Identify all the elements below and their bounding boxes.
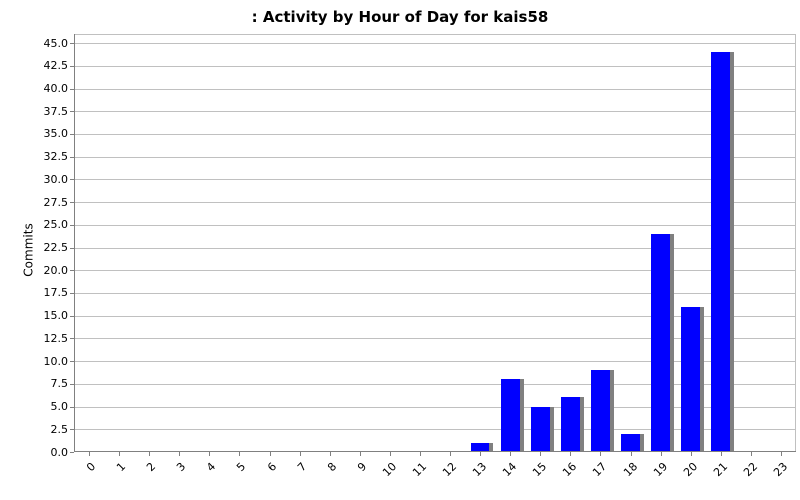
xtick-label: 17 [572, 460, 609, 497]
chart-title: : Activity by Hour of Day for kais58 [0, 8, 800, 26]
y-axis-line [74, 34, 75, 452]
xtick-label: 16 [542, 460, 579, 497]
ytick-label: 0.0 [28, 446, 68, 459]
ytick-label: 15.0 [28, 309, 68, 322]
gridline [74, 157, 796, 158]
xtick-mark [570, 452, 571, 456]
xtick-label: 23 [753, 460, 790, 497]
gridline [74, 248, 796, 249]
gridline [74, 179, 796, 180]
title-text: Activity by Hour of Day for kais58 [263, 8, 548, 26]
bar [711, 52, 730, 452]
ytick-label: 22.5 [28, 241, 68, 254]
ytick-label: 27.5 [28, 196, 68, 209]
xtick-label: 18 [602, 460, 639, 497]
bar [591, 370, 610, 452]
xtick-mark [480, 452, 481, 456]
gridline [74, 66, 796, 67]
xtick-label: 12 [422, 460, 459, 497]
xtick-label: 10 [362, 460, 399, 497]
bar [651, 234, 670, 452]
ytick-label: 45.0 [28, 37, 68, 50]
ytick-label: 20.0 [28, 264, 68, 277]
xtick-mark [721, 452, 722, 456]
xtick-label: 11 [392, 460, 429, 497]
xtick-mark [450, 452, 451, 456]
xtick-label: 1 [91, 460, 128, 497]
x-axis-line [74, 451, 796, 452]
xtick-mark [781, 452, 782, 456]
ytick-label: 42.5 [28, 59, 68, 72]
xtick-mark [510, 452, 511, 456]
xtick-label: 13 [452, 460, 489, 497]
gridline [74, 89, 796, 90]
xtick-mark [149, 452, 150, 456]
xtick-label: 22 [723, 460, 760, 497]
ytick-label: 7.5 [28, 377, 68, 390]
ytick-label: 25.0 [28, 218, 68, 231]
ytick-label: 17.5 [28, 286, 68, 299]
xtick-label: 8 [301, 460, 338, 497]
xtick-mark [360, 452, 361, 456]
bar [681, 307, 700, 452]
xtick-label: 20 [662, 460, 699, 497]
xtick-mark [300, 452, 301, 456]
ytick-label: 10.0 [28, 355, 68, 368]
xtick-label: 7 [271, 460, 308, 497]
xtick-mark [89, 452, 90, 456]
xtick-mark [600, 452, 601, 456]
xtick-label: 2 [121, 460, 158, 497]
gridline [74, 134, 796, 135]
xtick-label: 6 [241, 460, 278, 497]
xtick-mark [239, 452, 240, 456]
bar [501, 379, 520, 452]
gridline [74, 43, 796, 44]
ytick-label: 32.5 [28, 150, 68, 163]
gridline [74, 293, 796, 294]
ytick-label: 35.0 [28, 127, 68, 140]
xtick-mark [540, 452, 541, 456]
xtick-label: 5 [211, 460, 248, 497]
xtick-label: 19 [632, 460, 669, 497]
gridline [74, 270, 796, 271]
xtick-mark [390, 452, 391, 456]
xtick-mark [691, 452, 692, 456]
ytick-label: 40.0 [28, 82, 68, 95]
xtick-mark [270, 452, 271, 456]
plot-area [74, 34, 796, 452]
xtick-mark [631, 452, 632, 456]
xtick-mark [179, 452, 180, 456]
xtick-mark [661, 452, 662, 456]
title-prefix: : [252, 8, 263, 26]
gridline [74, 202, 796, 203]
xtick-mark [209, 452, 210, 456]
xtick-label: 4 [181, 460, 218, 497]
xtick-mark [330, 452, 331, 456]
xtick-label: 9 [331, 460, 368, 497]
ytick-mark [70, 452, 74, 453]
gridline [74, 111, 796, 112]
xtick-label: 3 [151, 460, 188, 497]
xtick-label: 21 [692, 460, 729, 497]
xtick-label: 14 [482, 460, 519, 497]
ytick-label: 12.5 [28, 332, 68, 345]
xtick-mark [420, 452, 421, 456]
bar [561, 397, 580, 452]
gridline [74, 225, 796, 226]
ytick-label: 30.0 [28, 173, 68, 186]
xtick-label: 0 [61, 460, 98, 497]
ytick-label: 5.0 [28, 400, 68, 413]
bar [531, 407, 550, 452]
xtick-mark [119, 452, 120, 456]
ytick-label: 2.5 [28, 423, 68, 436]
bar [621, 434, 640, 452]
activity-chart: : Activity by Hour of Day for kais58 Com… [0, 0, 800, 500]
xtick-label: 15 [512, 460, 549, 497]
xtick-mark [751, 452, 752, 456]
ytick-label: 37.5 [28, 105, 68, 118]
